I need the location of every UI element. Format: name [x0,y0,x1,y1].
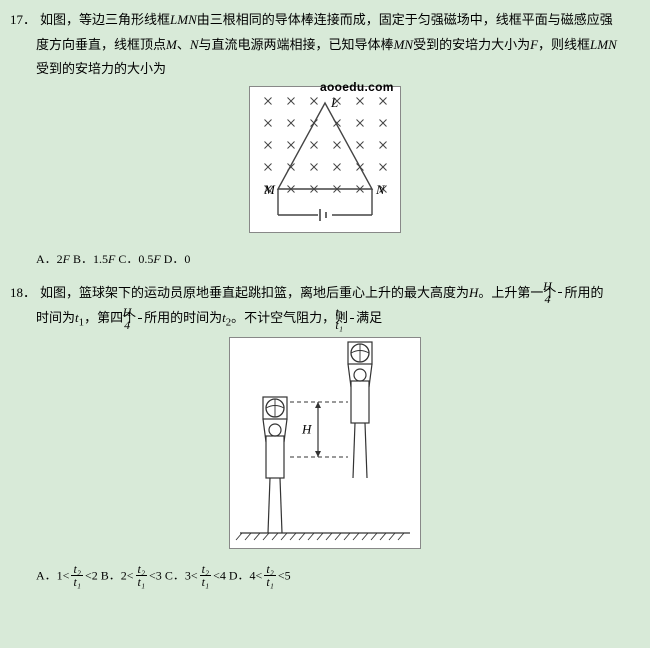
watermark: aooedu.com [320,76,394,99]
q17-answers: A．2F B．1.5F C．0.5F D．0 [10,248,640,271]
q17-text: 17．如图，等边三角形线框LMN由三根相同的导体棒连接而成，固定于匀强磁场中，线… [10,8,640,82]
frac-H4-2: H4 [136,306,144,331]
svg-text:H: H [301,422,312,437]
q17-figure: LMN [249,86,401,233]
q18-figure: H [229,337,421,549]
svg-text:N: N [375,182,386,197]
frac-t2t1: t₂t₁ [348,306,356,331]
q18-figure-wrap: H [10,337,640,558]
q18-text: 18．如图，篮球架下的运动员原地垂直起跳扣篮，离地后重心上升的最大高度为H。上升… [10,281,640,334]
q17-figure-wrap: LMN [10,86,640,242]
q17-number: 17． [10,12,36,27]
q17-svg: LMN [250,87,400,232]
svg-text:M: M [263,182,276,197]
frac-H4-1: H4 [556,280,564,305]
q18-svg: H [230,338,420,548]
q18-number: 18． [10,285,36,300]
page-content: 17．如图，等边三角形线框LMN由三根相同的导体棒连接而成，固定于匀强磁场中，线… [0,0,650,607]
q18-answers: A．1<t₂t₁<2 B．2<t₂t₁<3 C．3<t₂t₁<4 D．4<t₂t… [10,564,640,589]
